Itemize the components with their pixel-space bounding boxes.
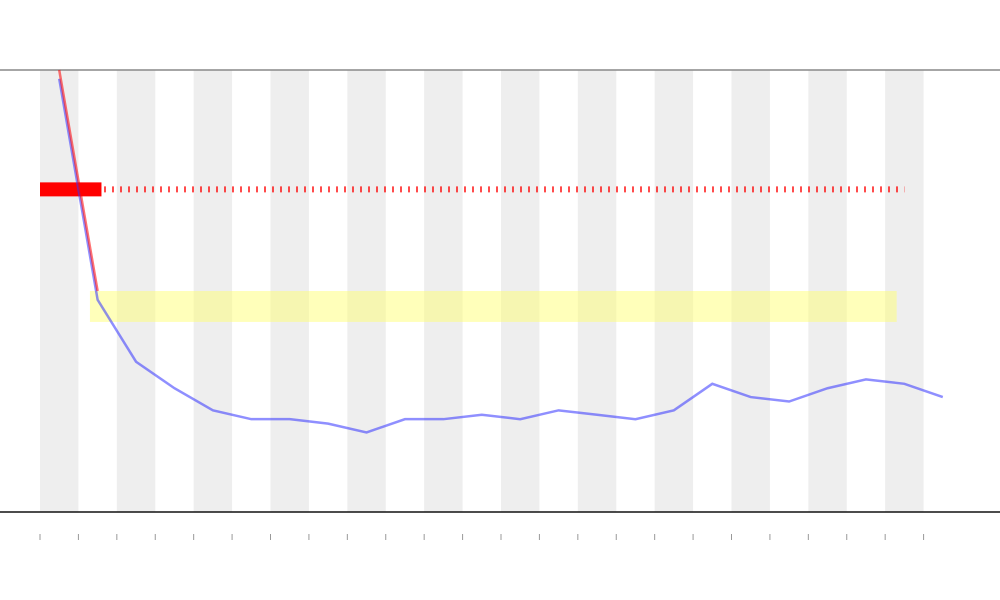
band-shade — [501, 70, 540, 512]
band-shade — [654, 70, 694, 512]
band-shade — [885, 70, 924, 512]
span — [89, 291, 897, 322]
band-shade — [808, 70, 847, 512]
band-shade — [40, 70, 79, 512]
band-shade — [424, 70, 463, 512]
band-shade — [270, 70, 309, 512]
band-shade — [347, 70, 386, 512]
band-shade — [193, 70, 233, 512]
band-shade — [577, 70, 617, 512]
series-line — [57, 78, 944, 434]
series-line — [57, 69, 99, 292]
band-shade — [116, 70, 156, 512]
band-shade — [731, 70, 770, 512]
